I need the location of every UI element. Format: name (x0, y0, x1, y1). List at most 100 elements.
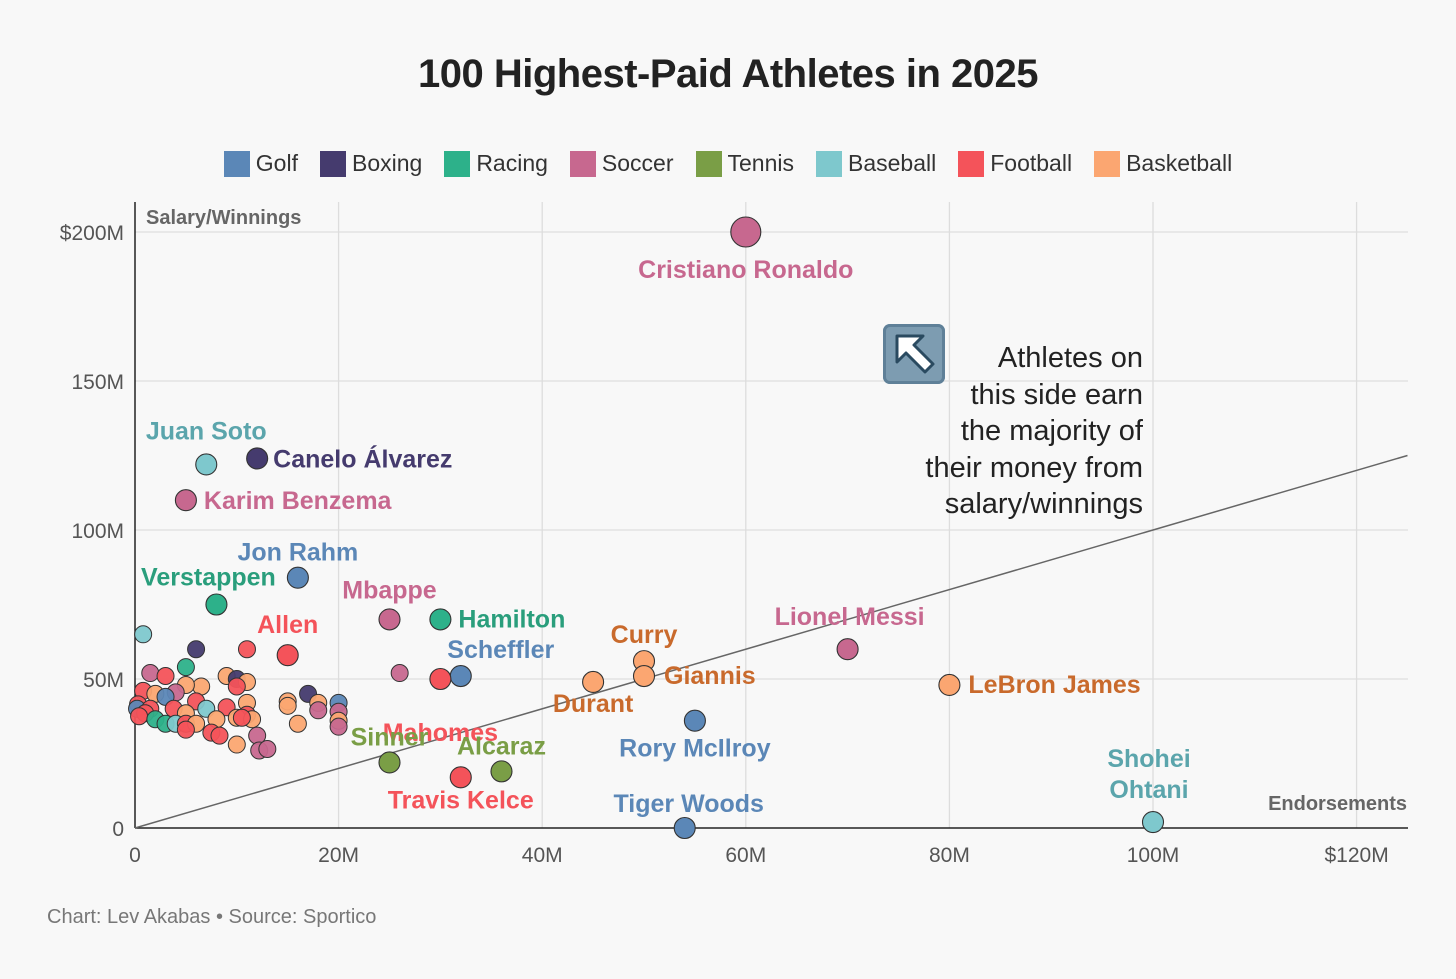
legend-swatch (569, 150, 596, 177)
point-label: Shohei (1107, 745, 1190, 773)
point-label: Juan Soto (146, 417, 267, 445)
point-label: Travis Kelce (388, 786, 534, 814)
data-point (288, 714, 307, 733)
data-point-cristiano-ronaldo (730, 216, 762, 248)
data-point-rory-mcilroy (683, 709, 706, 732)
legend-item-soccer: Soccer (569, 150, 674, 177)
legend-item-boxing: Boxing (319, 150, 423, 177)
y-tick-label: 0 (112, 818, 124, 841)
annotation-line: Athletes on (997, 342, 1143, 374)
point-label: Ohtani (1109, 776, 1188, 804)
point-label: Sinner (351, 723, 429, 751)
x-tick-label: 100M (1127, 844, 1180, 867)
legend-swatch (444, 150, 471, 177)
data-point-allen (276, 644, 299, 667)
x-tick-label: 80M (929, 844, 970, 867)
data-point-canelo-lvarez (246, 447, 269, 470)
legend-item-golf: Golf (223, 150, 298, 177)
data-point (309, 701, 328, 720)
data-point (141, 664, 160, 683)
legend-swatch (1094, 150, 1121, 177)
legend-item-tennis: Tennis (695, 150, 794, 177)
point-label: Canelo Álvarez (273, 444, 452, 473)
data-point (210, 726, 229, 745)
annotation-text: Athletes on this side earn the majority … (925, 340, 1143, 523)
annotation-line: salary/winnings (944, 488, 1143, 520)
data-point-alcaraz (490, 760, 513, 783)
y-axis-label: Salary/Winnings (146, 207, 301, 229)
point-label: Rory McIlroy (619, 735, 771, 763)
x-axis-label: Endorsements (1268, 793, 1407, 815)
legend-label: Soccer (601, 150, 674, 176)
data-point-lebron-james (938, 673, 961, 697)
point-label: Durant (553, 690, 634, 718)
data-point-mahomes (429, 667, 452, 691)
legend-swatch (816, 150, 842, 177)
data-point (187, 640, 206, 659)
data-point (227, 735, 246, 754)
point-label: Alcaraz (457, 732, 546, 760)
up-left-arrow-icon (883, 324, 945, 384)
legend-label: Racing (476, 150, 548, 176)
reference-line (134, 454, 1408, 829)
data-point-travis-kelce (449, 766, 472, 789)
data-point (176, 720, 195, 739)
legend-label: Football (990, 150, 1073, 176)
data-point-karim-benzema (174, 489, 197, 512)
data-point-mbappe (378, 608, 401, 631)
x-tick-label: 20M (318, 844, 359, 867)
data-point (227, 677, 246, 696)
x-tick-label: 60M (725, 844, 766, 867)
data-point-sinner (378, 751, 401, 774)
point-label: LeBron James (968, 671, 1140, 699)
data-point-hamilton (429, 608, 452, 631)
data-point (156, 667, 175, 686)
data-point-durant (582, 670, 605, 694)
legend-item-basketball: Basketball (1094, 150, 1232, 177)
data-point (329, 717, 348, 736)
data-point-verstappen (205, 593, 228, 616)
legend-item-football: Football (958, 150, 1072, 177)
reference-line-group (134, 454, 1408, 829)
legend-item-baseball: Baseball (816, 150, 936, 177)
point-label: Scheffler (447, 636, 554, 664)
axes: 0 20M 40M 60M 80M 100M $120M 0 50M 100M 150M $200M S… (60, 202, 1408, 867)
point-label: Mbappe (342, 576, 437, 604)
data-point (278, 696, 297, 715)
data-point (134, 625, 153, 644)
data-point (232, 708, 251, 727)
data-point (237, 640, 256, 659)
data-point-scheffler (449, 664, 472, 688)
data-point-giannis (632, 664, 656, 688)
gridlines (135, 202, 1408, 828)
point-label: Jon Rahm (237, 539, 358, 567)
y-tick-label: $200M (60, 222, 124, 245)
legend-label: Boxing (351, 150, 423, 176)
point-label: Cristiano Ronaldo (638, 256, 853, 284)
y-tick-label: 150M (71, 371, 124, 394)
legend-swatch (319, 150, 346, 177)
data-point-shohei-ohtani (1141, 810, 1165, 834)
legend-label: Golf (255, 150, 298, 176)
legend: Golf Boxing Racing Soccer Tennis Baseball Foot… (0, 150, 1456, 177)
annotation-line: their money from (925, 451, 1143, 484)
point-label: Lionel Messi (775, 603, 925, 631)
source-credit: Chart: Lev Akabas • Source: Sportico (47, 906, 377, 928)
point-label: Curry (611, 621, 678, 649)
legend-label: Basketball (1126, 150, 1233, 176)
data-point (258, 740, 277, 759)
data-point-lionel-messi (836, 638, 859, 661)
chart-title: 100 Highest-Paid Athletes in 2025 (417, 52, 1039, 96)
x-tick-label: $120M (1324, 844, 1388, 867)
point-label: Verstappen (141, 564, 276, 592)
legend-label: Baseball (848, 150, 937, 176)
data-point (130, 707, 149, 726)
annotation-line: the majority of (960, 415, 1143, 447)
point-label: Karim Benzema (204, 487, 393, 515)
point-label: Tiger Woods (613, 790, 763, 818)
data-points (128, 216, 1165, 840)
point-label: Hamilton (458, 605, 565, 633)
point-label: Giannis (664, 662, 756, 690)
